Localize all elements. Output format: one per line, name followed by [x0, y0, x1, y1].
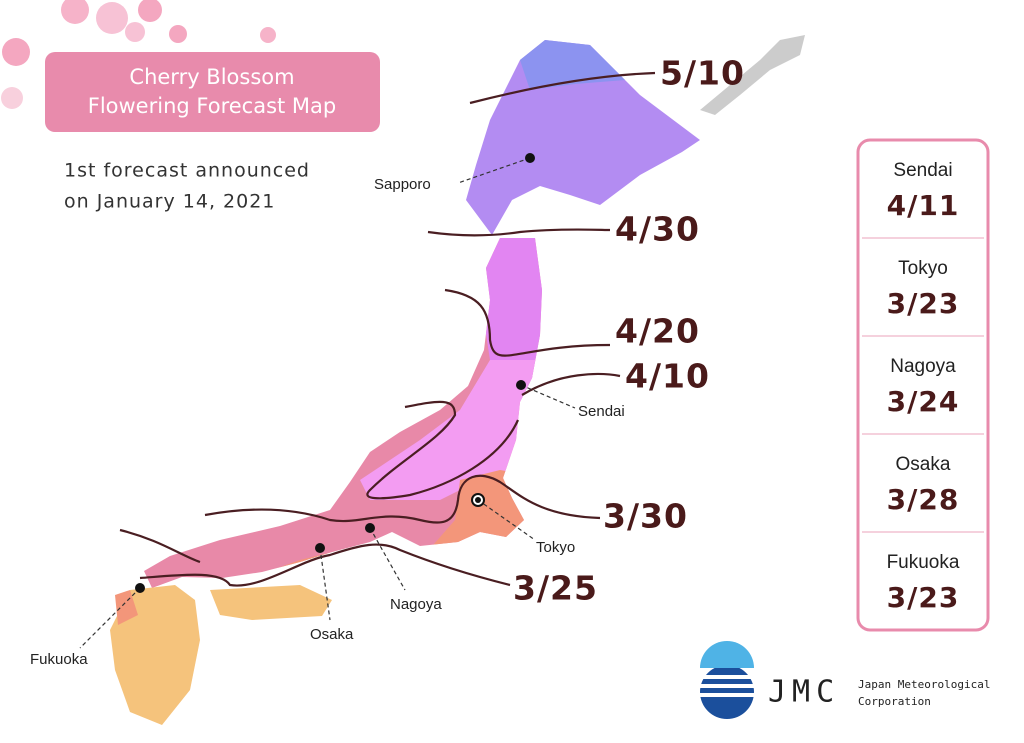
logo-name: Corporation — [858, 695, 931, 708]
city-label: Tokyo — [536, 539, 575, 556]
isoline-label: 5/10 — [660, 54, 745, 93]
table-city: Tokyo — [898, 258, 948, 279]
table-city: Osaka — [896, 454, 951, 475]
city-label: Nagoya — [390, 596, 442, 613]
isoline-label: 4/20 — [615, 312, 700, 351]
city-markers — [79, 153, 576, 649]
table-city: Fukuoka — [887, 552, 960, 573]
forecast-table — [856, 138, 990, 632]
forecast-rows: Sendai 4/11 Tokyo 3/23 Nagoya 3/24 Osaka 3/28 Fu… — [862, 160, 984, 614]
title-box — [45, 52, 380, 132]
table-date: 3/23 — [887, 581, 960, 614]
logo-name: Japan Meteorological — [858, 678, 990, 691]
table-date: 3/23 — [887, 287, 960, 320]
isoline-label: 3/25 — [513, 569, 598, 608]
table-city: Nagoya — [890, 356, 956, 377]
logo-abbr: JMC — [768, 675, 840, 710]
isoline — [427, 228, 611, 237]
table-date: 3/24 — [887, 385, 960, 418]
city-label: Fukuoka — [30, 651, 88, 668]
logo-mark — [700, 641, 754, 719]
title-line: Cherry Blossom — [129, 65, 294, 89]
city-label: Osaka — [310, 626, 354, 643]
isoline-label: 4/30 — [615, 210, 700, 249]
table-date: 3/28 — [887, 483, 960, 516]
isoline — [119, 528, 511, 587]
isoline — [444, 288, 611, 357]
table-date: 4/11 — [887, 189, 960, 222]
isoline — [366, 372, 621, 500]
table-city: Sendai — [893, 160, 952, 181]
isoline-label: 3/30 — [603, 497, 688, 536]
isoline-label: 4/10 — [625, 357, 710, 396]
isoline — [204, 474, 601, 524]
subtitle-line: 1st forecast announced — [64, 160, 310, 182]
isoline — [469, 71, 656, 105]
city-label: Sendai — [578, 403, 625, 420]
city-label: Sapporo — [374, 176, 431, 193]
blossom-decoration — [1, 0, 276, 109]
subtitle-line: on January 14, 2021 — [64, 191, 275, 213]
title-line: Flowering Forecast Map — [88, 94, 337, 118]
